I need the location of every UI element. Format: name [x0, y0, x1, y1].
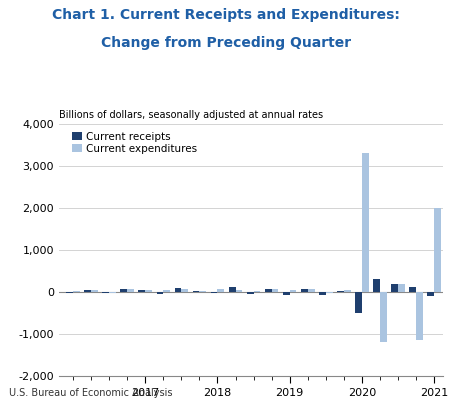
- Bar: [73, 291, 80, 292]
- Text: U.S. Bureau of Economic Analysis: U.S. Bureau of Economic Analysis: [9, 388, 172, 398]
- Bar: [246, 292, 253, 294]
- Bar: [271, 290, 278, 292]
- Bar: [120, 289, 127, 292]
- Bar: [354, 292, 361, 313]
- Bar: [210, 292, 217, 293]
- Text: Change from Preceding Quarter: Change from Preceding Quarter: [101, 36, 350, 50]
- Bar: [433, 208, 440, 292]
- Bar: [343, 290, 350, 292]
- Bar: [397, 284, 404, 292]
- Text: Chart 1. Current Receipts and Expenditures:: Chart 1. Current Receipts and Expenditur…: [52, 8, 399, 22]
- Bar: [192, 291, 199, 292]
- Bar: [379, 292, 386, 342]
- Bar: [174, 288, 181, 292]
- Bar: [408, 286, 415, 292]
- Bar: [300, 289, 307, 292]
- Bar: [390, 284, 397, 292]
- Bar: [289, 290, 296, 292]
- Bar: [156, 292, 163, 294]
- Bar: [181, 289, 188, 292]
- Bar: [199, 291, 206, 292]
- Bar: [307, 290, 314, 292]
- Bar: [84, 290, 91, 292]
- Bar: [228, 287, 235, 292]
- Bar: [336, 291, 343, 292]
- Bar: [253, 291, 260, 292]
- Bar: [282, 292, 289, 294]
- Bar: [102, 292, 109, 293]
- Bar: [361, 153, 368, 292]
- Bar: [372, 279, 379, 292]
- Bar: [163, 290, 170, 292]
- Bar: [138, 290, 145, 292]
- Bar: [66, 292, 73, 293]
- Bar: [264, 289, 271, 292]
- Bar: [145, 290, 152, 292]
- Bar: [91, 290, 98, 292]
- Text: Billions of dollars, seasonally adjusted at annual rates: Billions of dollars, seasonally adjusted…: [59, 110, 322, 120]
- Bar: [127, 290, 134, 292]
- Bar: [415, 292, 422, 340]
- Bar: [426, 292, 433, 296]
- Bar: [217, 289, 224, 292]
- Legend: Current receipts, Current expenditures: Current receipts, Current expenditures: [72, 132, 197, 154]
- Bar: [318, 292, 325, 294]
- Bar: [109, 292, 116, 293]
- Bar: [325, 292, 332, 293]
- Bar: [235, 290, 242, 292]
